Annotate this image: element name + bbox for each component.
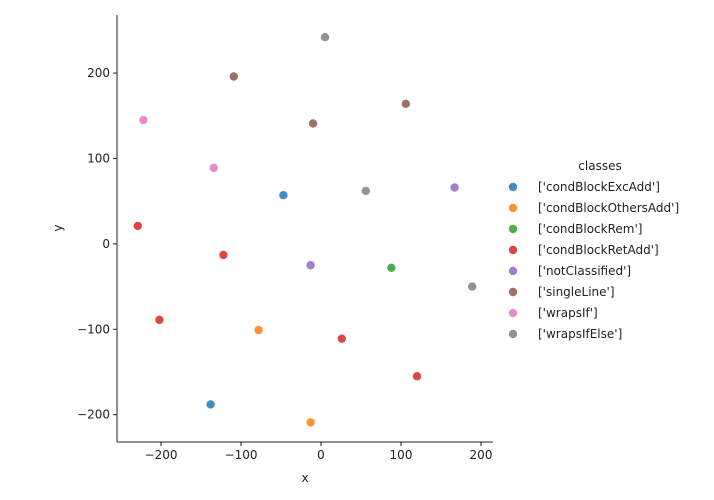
y-ticks: −200 −100 0 100 200 xyxy=(77,66,117,422)
data-point-series-5-2 xyxy=(401,99,410,109)
x-tick-label: −200 xyxy=(145,448,178,462)
x-tick-label: −100 xyxy=(225,448,258,462)
data-point-series-1-1 xyxy=(306,418,315,427)
y-axis-label: y xyxy=(51,224,65,231)
legend-marker xyxy=(508,245,518,255)
y-tick-label: 100 xyxy=(87,151,110,165)
y-tick-label: 200 xyxy=(87,66,110,80)
data-point-series-6-1 xyxy=(209,163,218,173)
legend-label: ['condBlockRetAdd'] xyxy=(538,243,659,257)
axes: −200 −100 0 100 200 −200 −100 0 100 200 x y xyxy=(51,15,493,485)
legend-marker xyxy=(508,308,518,318)
x-tick-label: 100 xyxy=(390,448,413,462)
legend-items: ['condBlockExcAdd'] ['condBlockOthersAdd'… xyxy=(508,180,679,341)
data-point-series-2-0 xyxy=(387,263,396,272)
data-point-series-1-0 xyxy=(254,325,263,335)
x-ticks: −200 −100 0 100 200 xyxy=(145,442,493,462)
legend-label: ['condBlockExcAdd'] xyxy=(538,180,660,194)
legend-marker xyxy=(508,182,518,192)
data-point-series-3-4 xyxy=(412,372,422,381)
plot-area xyxy=(133,33,477,427)
y-tick-label: −200 xyxy=(77,408,110,422)
data-point-series-7-0 xyxy=(320,33,330,42)
legend-marker xyxy=(508,287,518,297)
legend-label: ['wrapsIf'] xyxy=(538,306,598,320)
legend-marker xyxy=(508,224,518,234)
data-point-series-4-1 xyxy=(450,183,459,192)
data-point-series-3-0 xyxy=(133,221,142,231)
legend-label: ['condBlockRem'] xyxy=(538,222,642,236)
data-point-series-7-2 xyxy=(468,282,477,291)
data-point-series-3-1 xyxy=(219,250,228,260)
legend: classes ['condBlockExcAdd'] ['condBlockOt… xyxy=(508,159,679,341)
legend-marker xyxy=(508,203,518,213)
legend-label: ['wrapsIfElse'] xyxy=(538,327,622,341)
data-point-series-4-0 xyxy=(306,261,315,270)
legend-marker xyxy=(508,266,518,276)
data-point-series-5-0 xyxy=(229,72,238,81)
data-point-series-0-0 xyxy=(279,190,288,200)
data-point-series-3-3 xyxy=(337,334,346,343)
legend-label: ['condBlockOthersAdd'] xyxy=(538,201,679,215)
legend-title: classes xyxy=(578,159,621,173)
data-point-series-7-1 xyxy=(361,186,370,196)
legend-marker xyxy=(508,329,518,339)
data-point-series-0-1 xyxy=(206,400,215,409)
data-point-series-6-0 xyxy=(139,115,148,125)
x-axis-label: x xyxy=(301,471,308,485)
y-tick-label: 0 xyxy=(102,237,110,251)
legend-label: ['singleLine'] xyxy=(538,285,615,299)
x-tick-label: 200 xyxy=(470,448,493,462)
x-tick-label: 0 xyxy=(317,448,325,462)
legend-label: ['notClassified'] xyxy=(538,264,631,278)
y-tick-label: −100 xyxy=(77,322,110,336)
data-point-series-5-1 xyxy=(308,119,318,128)
data-point-series-3-2 xyxy=(155,315,164,325)
